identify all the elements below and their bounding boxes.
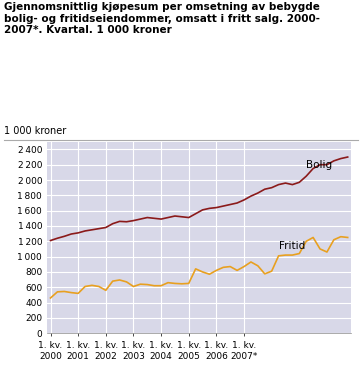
Text: Gjennomsnittlig kjøpesum per omsetning av bebygde
bolig- og fritidseiendommer, o: Gjennomsnittlig kjøpesum per omsetning a…	[4, 2, 320, 35]
Text: 1 000 kroner: 1 000 kroner	[4, 126, 66, 136]
Text: Fritid: Fritid	[279, 241, 305, 251]
Text: Bolig: Bolig	[306, 160, 332, 170]
